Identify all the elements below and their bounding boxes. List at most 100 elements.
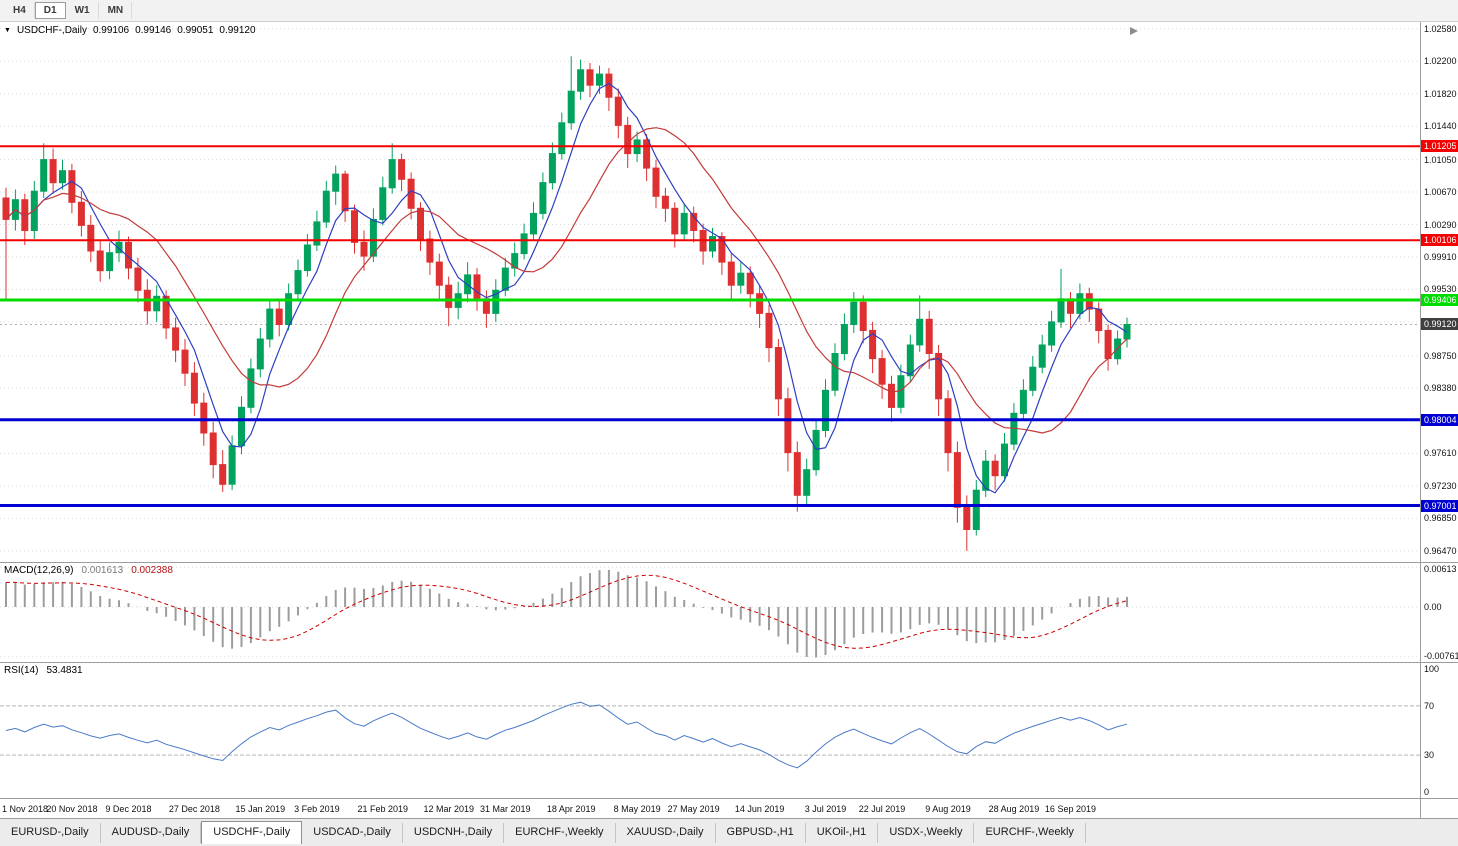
tab-xauusd-daily[interactable]: XAUUSD-,Daily <box>616 823 716 843</box>
candle-body <box>1048 321 1056 346</box>
tab-usdcnh-daily[interactable]: USDCNH-,Daily <box>403 823 505 843</box>
rsi-chart[interactable] <box>0 663 1420 798</box>
candle-body <box>445 284 453 308</box>
candle-body <box>492 289 500 314</box>
timeframe-toolbar: H4 D1 W1 MN <box>0 0 1458 22</box>
candle-body <box>115 241 123 254</box>
candle-body <box>888 383 895 408</box>
candle-body <box>765 312 773 349</box>
macd-chart[interactable] <box>0 563 1420 662</box>
price-tick-label: 1.01050 <box>1424 154 1457 165</box>
tab-eurchf-weekly[interactable]: EURCHF-,Weekly <box>504 823 616 843</box>
price-tick-label: 100 <box>1424 664 1440 674</box>
candle-body <box>567 90 575 124</box>
candlestick-chart[interactable] <box>0 22 1420 562</box>
price-tick-label: -0.00761 <box>1424 651 1458 662</box>
candle-body <box>897 375 905 408</box>
candle-body <box>172 327 180 351</box>
candle-body <box>238 406 245 447</box>
candle-body <box>332 173 340 192</box>
timeframe-button-h4[interactable]: H4 <box>4 2 35 19</box>
candle-body <box>266 308 274 340</box>
date-label: 9 Dec 2018 <box>105 804 152 814</box>
candle-body <box>435 261 443 286</box>
level-price-label: 0.99406 <box>1421 294 1458 307</box>
tab-usdcad-daily[interactable]: USDCAD-,Daily <box>302 823 403 843</box>
candle-body <box>294 270 302 295</box>
candle-body <box>200 402 208 434</box>
candle-body <box>379 187 387 220</box>
candle-body <box>153 295 161 312</box>
candle-body <box>68 170 76 203</box>
rsi-name: RSI(14) <box>4 665 39 676</box>
tab-usdx-weekly[interactable]: USDX-,Weekly <box>878 823 975 843</box>
macd-signal-line <box>6 574 1128 649</box>
tab-audusd-daily[interactable]: AUDUSD-,Daily <box>101 823 202 843</box>
tab-usdchf-daily[interactable]: USDCHF-,Daily <box>201 821 303 844</box>
candle-body <box>548 153 556 184</box>
timeframe-button-d1[interactable]: D1 <box>34 2 66 19</box>
date-label: 14 Jun 2019 <box>734 804 785 814</box>
candle-body <box>303 244 311 272</box>
macd-scale[interactable]: 0.00613 0.00 -0.00761 <box>1420 563 1458 662</box>
rsi-scale[interactable]: 100 70 30 0 <box>1420 663 1458 798</box>
candle-body <box>1019 389 1027 414</box>
date-label: 28 Aug 2019 <box>988 804 1040 814</box>
tab-gbpusd-h1[interactable]: GBPUSD-,H1 <box>716 823 806 843</box>
tab-eurusd-daily[interactable]: EURUSD-,Daily <box>0 823 101 843</box>
candle-body <box>247 368 255 408</box>
chart-menu-icon[interactable]: ▼ <box>4 27 11 34</box>
timeframe-button-w1[interactable]: W1 <box>66 2 99 19</box>
tab-eurchf-weekly[interactable]: EURCHF-,Weekly <box>974 823 1086 843</box>
candle-body <box>784 398 792 454</box>
date-label: 21 Feb 2019 <box>357 804 409 814</box>
candle-body <box>680 212 688 235</box>
price-tick-label: 1.01820 <box>1424 88 1457 99</box>
timeframe-button-mn[interactable]: MN <box>99 2 133 19</box>
candle-body <box>935 353 943 400</box>
candle-body <box>219 464 227 485</box>
candle-body <box>398 159 406 180</box>
price-tick-label: 1.02200 <box>1424 56 1457 67</box>
date-label: 9 Aug 2019 <box>925 804 971 814</box>
price-tick-label: 0 <box>1424 787 1430 797</box>
candle-body <box>539 182 547 214</box>
candle-body <box>982 460 990 491</box>
price-tick-label: 0.98380 <box>1424 382 1457 393</box>
chart-legend: ▼ USDCHF-,Daily 0.99106 0.99146 0.99051 … <box>4 25 256 36</box>
main-chart-plot[interactable]: ▼ USDCHF-,Daily 0.99106 0.99146 0.99051 … <box>0 22 1420 562</box>
price-tick-label: 30 <box>1424 750 1435 761</box>
candle-body <box>106 252 114 272</box>
date-axis[interactable]: 1 Nov 2018 20 Nov 2018 9 Dec 2018 27 Dec 20… <box>0 799 1420 818</box>
level-price-label: 1.01205 <box>1421 140 1458 153</box>
candle-body <box>1057 298 1065 323</box>
tab-ukoil-h1[interactable]: UKOil-,H1 <box>806 823 879 843</box>
candle-body <box>614 96 622 126</box>
candle-body <box>727 261 735 286</box>
macd-plot[interactable]: MACD(12,26,9) 0.001613 0.002388 <box>0 563 1420 662</box>
candle-body <box>944 398 952 454</box>
current-price-label: 0.99120 <box>1421 318 1458 331</box>
chart-shift-marker-icon <box>1130 27 1138 35</box>
date-label: 27 May 2019 <box>667 804 720 814</box>
candle-body <box>643 139 651 169</box>
candle-body <box>831 353 839 391</box>
candle-body <box>369 218 377 257</box>
candle-body <box>850 301 858 325</box>
rsi-plot[interactable]: RSI(14) 53.4831 <box>0 663 1420 798</box>
candle-body <box>803 469 811 496</box>
candle-body <box>360 241 368 257</box>
candle-body <box>709 236 716 252</box>
candle-body <box>275 308 283 326</box>
candle-body <box>190 372 198 404</box>
price-tick-label: 0.00 <box>1424 602 1442 612</box>
candles <box>2 56 1131 551</box>
price-tick-label: 70 <box>1424 700 1435 711</box>
rsi-line <box>5 701 1128 769</box>
candle-body <box>652 167 660 197</box>
legend-symbol: USDCHF-,Daily <box>16 25 87 36</box>
main-price-scale[interactable]: 1.02580 1.02200 1.01820 1.01440 1.01050 1.006… <box>1420 22 1458 562</box>
candle-body <box>1104 329 1112 360</box>
candle-body <box>558 122 566 155</box>
